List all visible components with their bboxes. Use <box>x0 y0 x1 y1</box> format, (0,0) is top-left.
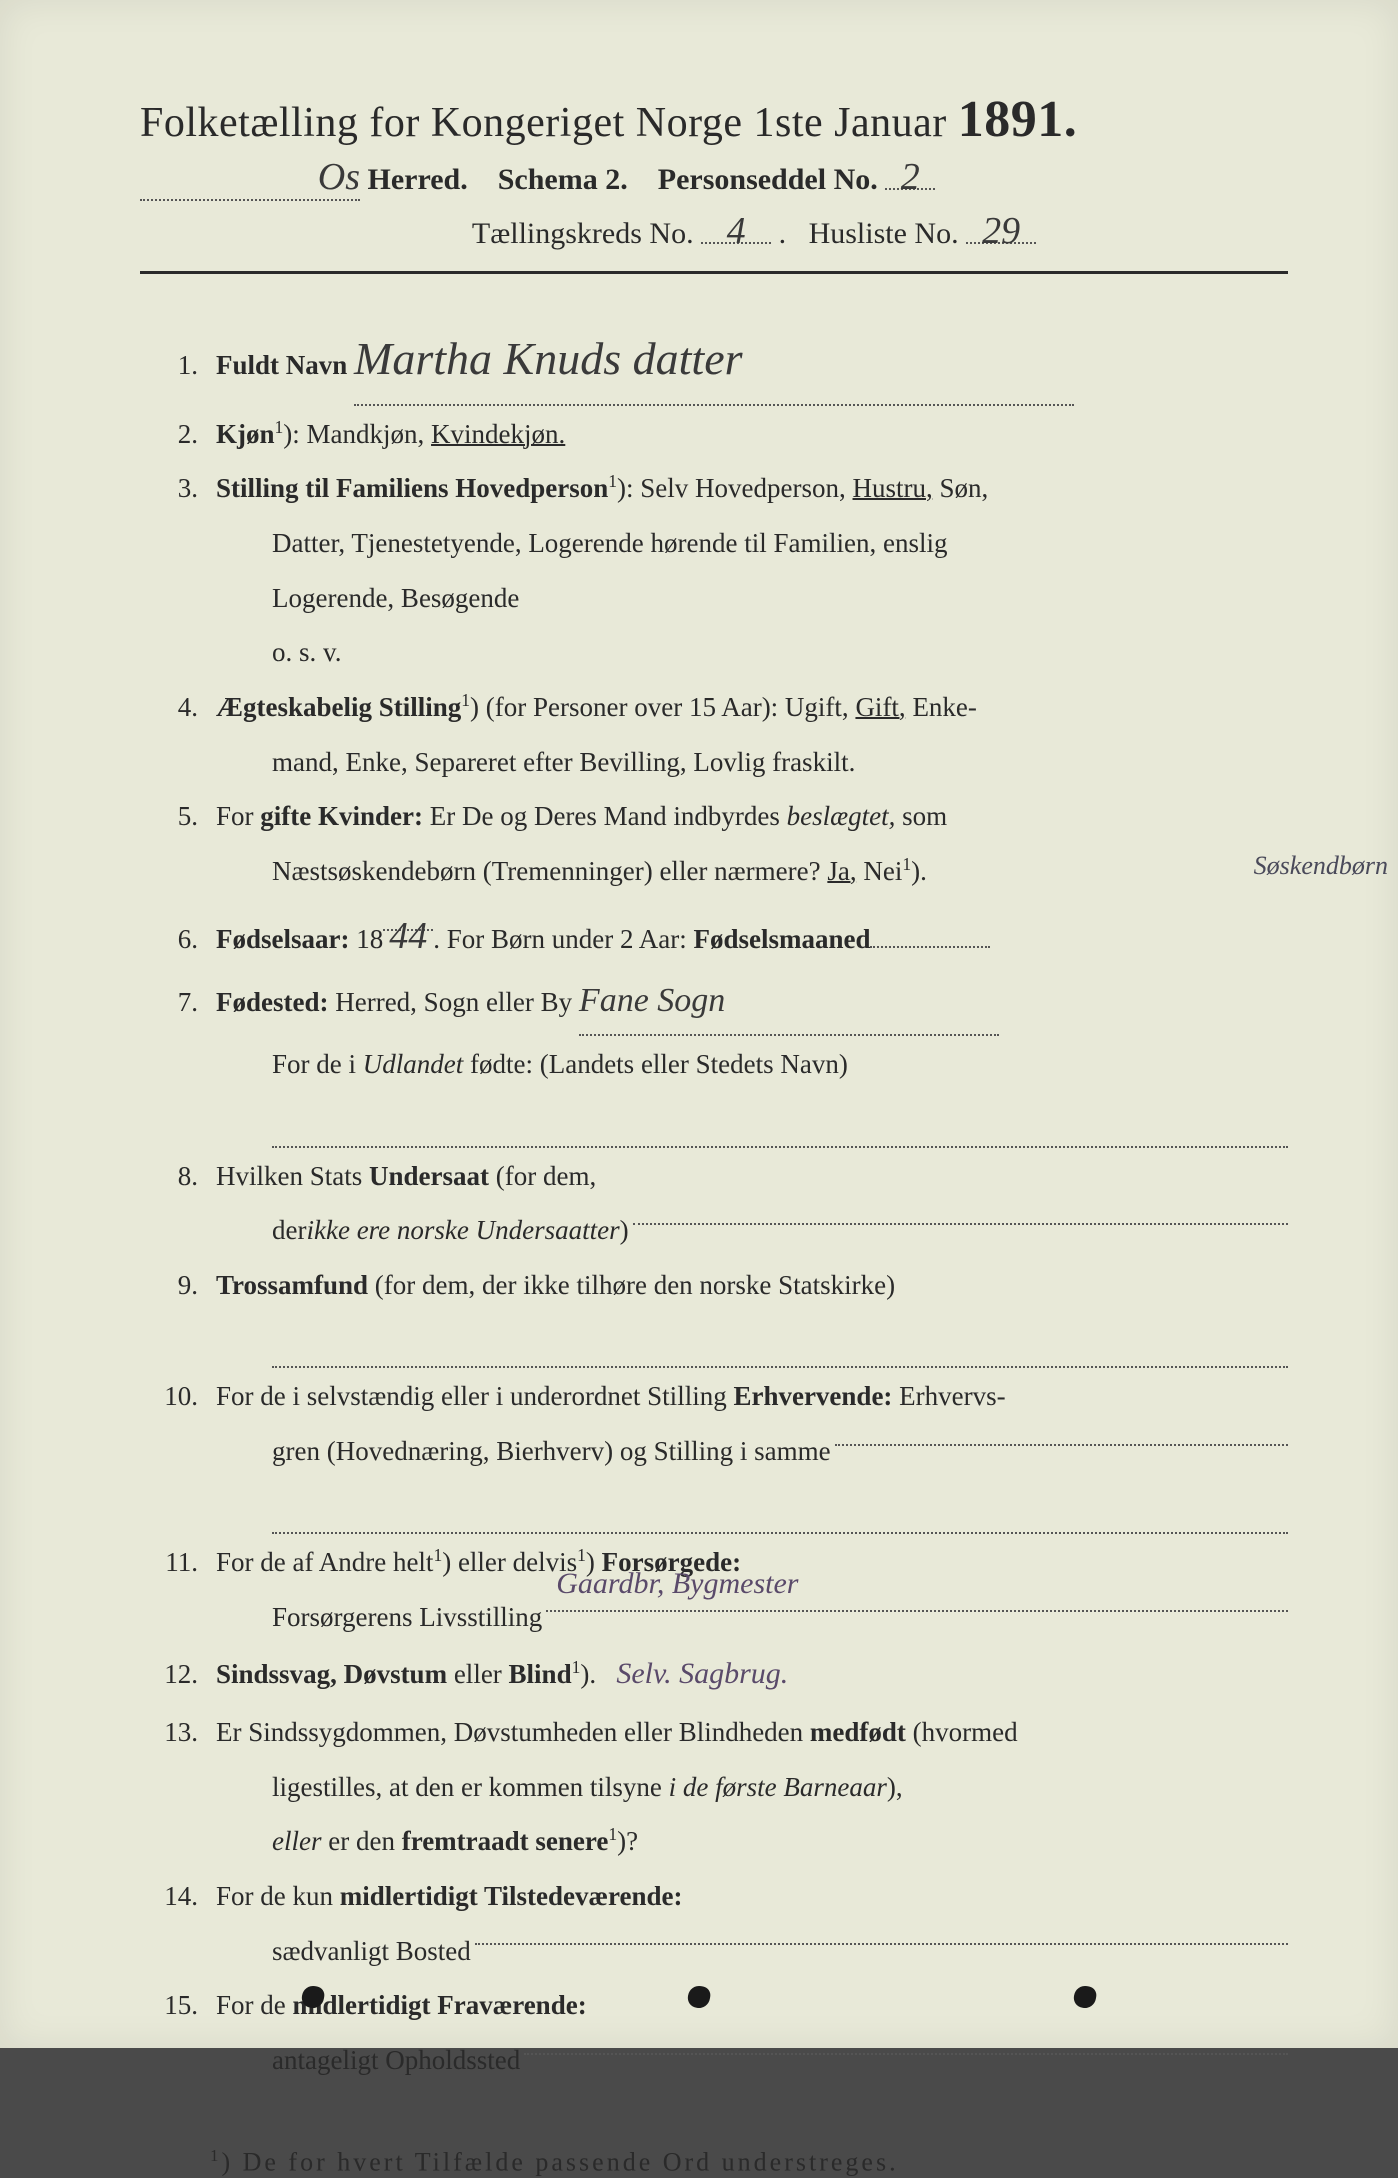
hole-icon <box>300 1984 325 2009</box>
q14-num: 14. <box>140 1870 216 1923</box>
q5: 5. For gifte Kvinder: Er De og Deres Man… <box>140 790 1288 843</box>
census-form-page: Folketælling for Kongeriget Norge 1ste J… <box>0 0 1398 2048</box>
q13-line3: eller er den fremtraadt senere1)? <box>140 1815 1288 1868</box>
q6-label: Fødselsaar: <box>216 924 349 954</box>
q3-label: Stilling til Familiens Hovedperson <box>216 473 608 503</box>
q13-num: 13. <box>140 1706 216 1759</box>
husliste-label: Husliste No. <box>809 217 959 250</box>
q7: 7. Fødested: Herred, Sogn eller By Fane … <box>140 968 1288 1036</box>
q3-line3: Logerende, Besøgende <box>140 572 1288 625</box>
footnote: 1) De for hvert Tilfælde passende Ord un… <box>140 2146 1288 2178</box>
q12-label: Sindssvag, Døvstum <box>216 1659 447 1689</box>
q4-underlined: Gift, <box>855 692 905 722</box>
q10-blank <box>140 1480 1288 1535</box>
q9: 9. Trossamfund (for dem, der ikke tilhør… <box>140 1259 1288 1312</box>
personseddel-value: 2 <box>901 156 920 198</box>
q8: 8. Hvilken Stats Undersaat (for dem, <box>140 1150 1288 1203</box>
q8-label: Undersaat <box>369 1161 489 1191</box>
q2: 2. Kjøn1): Mandkjøn, Kvindekjøn. <box>140 408 1288 461</box>
q6: 6. Fødselsaar: 1844. For Børn under 2 Aa… <box>140 899 1288 966</box>
footnote-text: ) De for hvert Tilfælde passende Ord und… <box>221 2148 898 2177</box>
q9-label: Trossamfund <box>216 1270 368 1300</box>
q9-blank <box>140 1314 1288 1369</box>
q2-underlined: Kvindekjøn. <box>431 419 565 449</box>
q14: 14. For de kun midlertidigt Tilstedevære… <box>140 1870 1288 1923</box>
q5-label: gifte Kvinder: <box>260 801 423 831</box>
herred-value: Os <box>318 156 360 198</box>
form-body: 1. Fuldt Navn Martha Knuds datter 2. Kjø… <box>140 314 1288 2086</box>
q12-value: Selv. Sagbrug. <box>616 1657 788 1690</box>
q5-num: 5. <box>140 790 216 843</box>
kreds-value: 4 <box>727 210 746 252</box>
herred-label: Herred. <box>368 163 468 196</box>
q6-year-value: 44 <box>389 915 427 957</box>
q1-label: Fuldt Navn <box>216 350 347 380</box>
schema-label: Schema 2. <box>498 163 628 196</box>
q12: 12. Sindssvag, Døvstum eller Blind1). Se… <box>140 1645 1288 1704</box>
title-prefix: Folketælling for Kongeriget Norge 1ste J… <box>140 100 947 146</box>
title-year: 1891. <box>958 91 1078 148</box>
hole-icon <box>1072 1984 1097 2009</box>
q11-num: 11. <box>140 1536 216 1589</box>
q3-underlined: Hustru, <box>853 473 933 503</box>
husliste-value: 29 <box>982 210 1020 252</box>
q10-label: Erhvervende: <box>733 1381 892 1411</box>
q6-label2: Fødselsmaaned <box>693 924 870 954</box>
q2-num: 2. <box>140 408 216 461</box>
q3: 3. Stilling til Familiens Hovedperson1):… <box>140 462 1288 515</box>
q3-line4: o. s. v. <box>140 626 1288 679</box>
page-title: Folketælling for Kongeriget Norge 1ste J… <box>140 90 1288 149</box>
q6-num: 6. <box>140 913 216 966</box>
q13-label: medfødt <box>810 1717 906 1747</box>
q14-line2: sædvanligt Bosted <box>140 1925 1288 1978</box>
q7-value: Fane Sogn <box>579 982 725 1019</box>
hole-icon <box>686 1984 711 2009</box>
q1: 1. Fuldt Navn Martha Knuds datter <box>140 314 1288 406</box>
q8-line2: der ikke ere norske Undersaatter) <box>140 1204 1288 1257</box>
subtitle-line-2: Tællingskreds No. 4 . Husliste No. 29 <box>140 209 1288 251</box>
q4: 4. Ægteskabelig Stilling1) (for Personer… <box>140 681 1288 734</box>
q7-line2: For de i Udlandet fødte: (Landets eller … <box>140 1038 1288 1091</box>
q11-value: Gaardbr, Bygmester <box>556 1555 798 1614</box>
personseddel-label: Personseddel No. <box>658 163 878 196</box>
q4-num: 4. <box>140 681 216 734</box>
q4-label: Ægteskabelig Stilling <box>216 692 461 722</box>
subtitle-line-1: Os Herred. Schema 2. Personseddel No. 2 <box>140 155 1288 201</box>
q5-underlined: Ja, <box>827 856 856 886</box>
q7-label: Fødested: <box>216 987 328 1017</box>
q13-line2: ligestilles, at den er kommen tilsyne i … <box>140 1761 1288 1814</box>
q15-line2: antageligt Opholdssted <box>140 2034 1288 2087</box>
q9-num: 9. <box>140 1259 216 1312</box>
binding-holes <box>0 1986 1398 2008</box>
q4-line2: mand, Enke, Separeret efter Bevilling, L… <box>140 736 1288 789</box>
q12-num: 12. <box>140 1648 216 1701</box>
q10-line2: gren (Hovednæring, Bierhverv) og Stillin… <box>140 1425 1288 1478</box>
q10: 10. For de i selvstændig eller i underor… <box>140 1370 1288 1423</box>
q7-num: 7. <box>140 976 216 1029</box>
q5-line2: Næstsøskendebørn (Tremenninger) eller næ… <box>140 845 1288 898</box>
divider <box>140 271 1288 274</box>
kreds-label: Tællingskreds No. <box>472 217 694 250</box>
q8-num: 8. <box>140 1150 216 1203</box>
q5-margin-note: Søskendbørn <box>1254 841 1388 892</box>
q14-label: midlertidigt Tilstedeværende: <box>340 1881 683 1911</box>
q1-value: Martha Knuds datter <box>354 333 742 384</box>
q11-line2: Forsørgerens Livsstilling Gaardbr, Bygme… <box>140 1591 1288 1644</box>
q10-num: 10. <box>140 1370 216 1423</box>
q1-num: 1. <box>140 339 216 392</box>
q13: 13. Er Sindssygdommen, Døvstumheden elle… <box>140 1706 1288 1759</box>
q2-label: Kjøn <box>216 419 275 449</box>
q3-line2: Datter, Tjenestetyende, Logerende hørend… <box>140 517 1288 570</box>
q7-blank <box>140 1093 1288 1148</box>
q3-num: 3. <box>140 462 216 515</box>
